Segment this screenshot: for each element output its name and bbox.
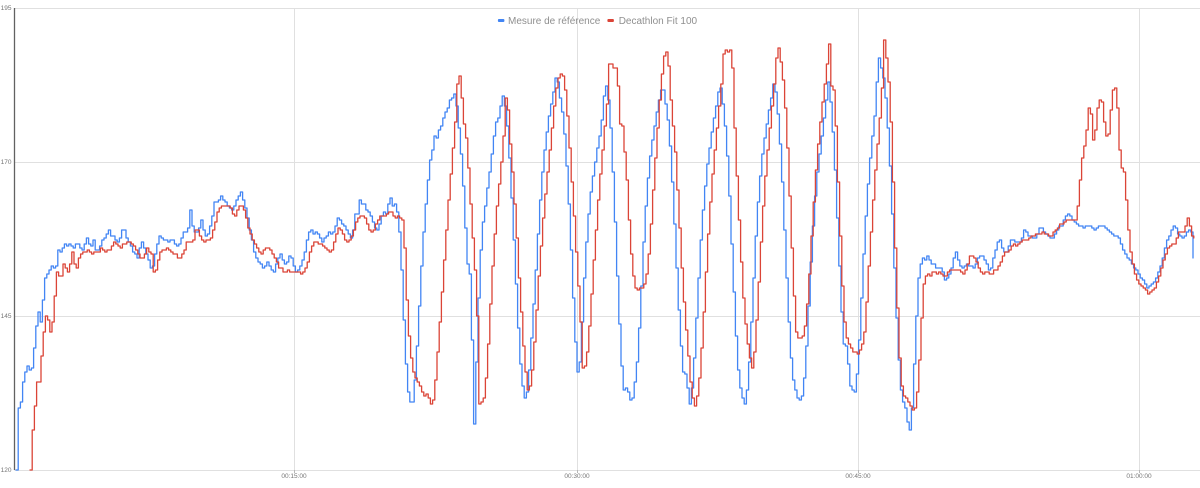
svg-text:00:45:00: 00:45:00	[845, 473, 871, 480]
svg-text:170: 170	[1, 159, 12, 166]
svg-text:Mesure de référence: Mesure de référence	[508, 16, 601, 27]
svg-text:Decathlon Fit 100: Decathlon Fit 100	[619, 16, 698, 27]
svg-text:01:00:00: 01:00:00	[1126, 473, 1152, 480]
svg-text:145: 145	[1, 313, 12, 320]
svg-text:00:30:00: 00:30:00	[564, 473, 590, 480]
svg-text:00:15:00: 00:15:00	[281, 473, 307, 480]
svg-text:120: 120	[1, 467, 12, 474]
svg-text:195: 195	[1, 5, 12, 12]
